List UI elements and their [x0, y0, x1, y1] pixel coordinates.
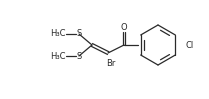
Text: Br: Br: [106, 59, 116, 68]
Text: H₃C: H₃C: [50, 30, 66, 39]
Text: Cl: Cl: [185, 40, 193, 50]
Text: H₃C: H₃C: [50, 51, 66, 60]
Text: S: S: [76, 30, 82, 39]
Text: O: O: [121, 23, 127, 32]
Text: S: S: [76, 51, 82, 60]
